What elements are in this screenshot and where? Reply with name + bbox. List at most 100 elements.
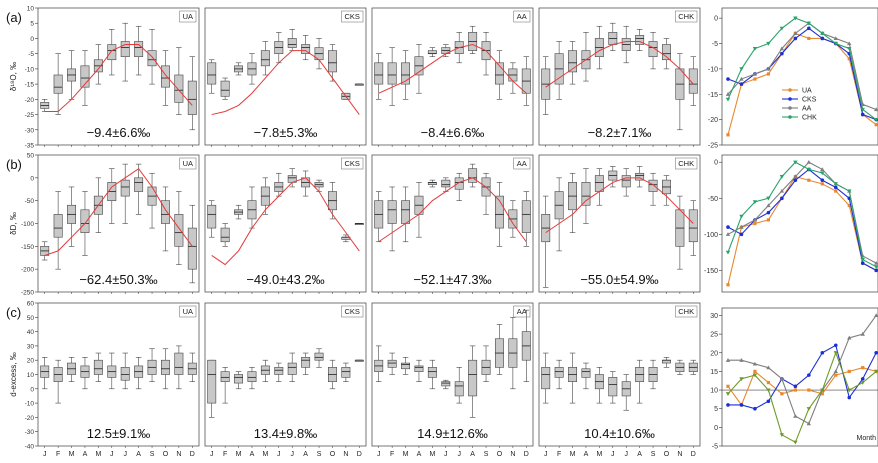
series-point-ua xyxy=(807,388,811,392)
summary-stat: −55.0±54.9‰ xyxy=(580,272,658,287)
box xyxy=(120,41,130,58)
y-tick-label: -15 xyxy=(708,92,718,99)
series-point-aa xyxy=(779,188,785,193)
x-tick-label: J xyxy=(277,451,281,458)
series-point-aa xyxy=(793,31,798,35)
series-line-cks xyxy=(727,27,877,121)
y-axis-label: d-excess, ‰ xyxy=(9,352,18,396)
panel-frame xyxy=(371,7,534,146)
monthly-mean-panels: 0-5-10-15-20-25UACKSAACHK0-50-100-150302… xyxy=(704,7,878,451)
series-point-ua xyxy=(726,133,730,137)
series-point-cks xyxy=(860,377,865,381)
series-point-aa xyxy=(739,76,744,81)
y-tick-label: 5 xyxy=(30,21,34,28)
panel-aa-d18o: AA −8.4±6.6‰ xyxy=(371,7,534,147)
y-tick-label: -40 xyxy=(25,444,35,451)
series-point-cks xyxy=(739,82,744,86)
panel-frame xyxy=(37,154,200,293)
x-tick-label: J xyxy=(210,451,214,458)
series-point-chk xyxy=(793,160,798,165)
series-point-cks xyxy=(820,178,825,183)
box xyxy=(234,374,244,384)
series-point-chk xyxy=(833,182,838,187)
y-tick-label: 0 xyxy=(714,16,718,23)
x-tick-label: J xyxy=(377,451,381,458)
x-tick-label: J xyxy=(110,451,114,458)
box xyxy=(621,175,631,188)
y-tick-label: 20 xyxy=(710,350,718,357)
station-label: UA xyxy=(183,307,193,316)
x-tick-label: A xyxy=(136,451,141,458)
box xyxy=(441,381,451,387)
x-tick-label: O xyxy=(163,451,169,458)
station-label-frame xyxy=(513,10,531,23)
x-tick-label: F xyxy=(56,451,60,458)
box xyxy=(568,50,578,73)
station-label-box: AA xyxy=(513,157,531,170)
station-label: AA xyxy=(517,307,527,316)
x-tick-label: N xyxy=(343,451,348,458)
box xyxy=(160,200,170,224)
box xyxy=(427,50,437,54)
box xyxy=(260,50,270,67)
x-tick-label: M xyxy=(262,451,268,458)
x-tick-label: N xyxy=(677,451,682,458)
series-point-chk xyxy=(847,189,852,194)
box xyxy=(220,80,230,97)
y-tick-label: 60 xyxy=(27,301,35,308)
series-point-ua xyxy=(753,77,757,81)
box xyxy=(494,195,504,229)
series-point-chk xyxy=(793,16,798,21)
box xyxy=(648,179,658,192)
series-point-ua xyxy=(807,178,811,182)
series-point-chk xyxy=(752,46,758,51)
x-tick-label: M xyxy=(95,451,101,458)
series-point-aa xyxy=(739,224,744,229)
station-label-frame xyxy=(513,305,531,318)
box xyxy=(374,62,384,85)
y-tick-label: -5 xyxy=(712,444,718,451)
box xyxy=(635,172,645,181)
y-tick-label: -20 xyxy=(708,117,718,124)
box xyxy=(207,204,217,229)
y-tick-label: -10 xyxy=(25,66,35,73)
summary-stat: −9.4±6.6‰ xyxy=(87,125,151,140)
box xyxy=(608,377,618,397)
series-line-aa xyxy=(727,22,877,110)
box xyxy=(120,179,130,197)
y-tick-label: 10 xyxy=(27,372,35,379)
panel-aa-d-excess: AAJ F M A M J J A S O N D14.9±12.6‰ xyxy=(371,302,534,458)
x-tick-label: F xyxy=(390,451,394,458)
x-tick-label: A xyxy=(470,451,475,458)
series-point-chk xyxy=(725,97,731,102)
series-point-ua xyxy=(793,388,797,392)
box xyxy=(341,367,351,378)
series-point-aa xyxy=(793,413,798,418)
y-tick-label: -100 xyxy=(21,221,34,228)
series-point-chk xyxy=(739,214,744,219)
box xyxy=(174,352,184,375)
series-point-cks xyxy=(807,26,811,31)
series-point-aa xyxy=(766,365,771,370)
series-point-chk xyxy=(874,369,878,374)
mean-panel-d-excess: 30 25 20 15 10 5 0 -5 Month xyxy=(710,307,878,451)
mean-panel-dd: 0 -50 -100 -150 xyxy=(704,154,878,293)
panel-frame xyxy=(37,7,200,146)
station-label-box: UA xyxy=(179,305,197,318)
series-point-ua xyxy=(847,57,851,61)
legend-marker xyxy=(788,106,792,110)
series-point-chk xyxy=(766,388,771,393)
series-point-chk xyxy=(860,107,865,112)
y-tick-label: -5 xyxy=(28,51,34,58)
series-point-aa xyxy=(874,107,878,112)
series-point-ua xyxy=(874,123,878,127)
x-tick-label: O xyxy=(664,451,670,458)
summary-stat: −62.4±50.3‰ xyxy=(79,272,157,287)
series-point-cks xyxy=(726,77,730,81)
box xyxy=(387,359,397,368)
series-line-ua xyxy=(727,367,877,407)
panel-frame xyxy=(371,154,534,293)
panel-frame xyxy=(721,307,878,447)
box xyxy=(401,362,411,370)
